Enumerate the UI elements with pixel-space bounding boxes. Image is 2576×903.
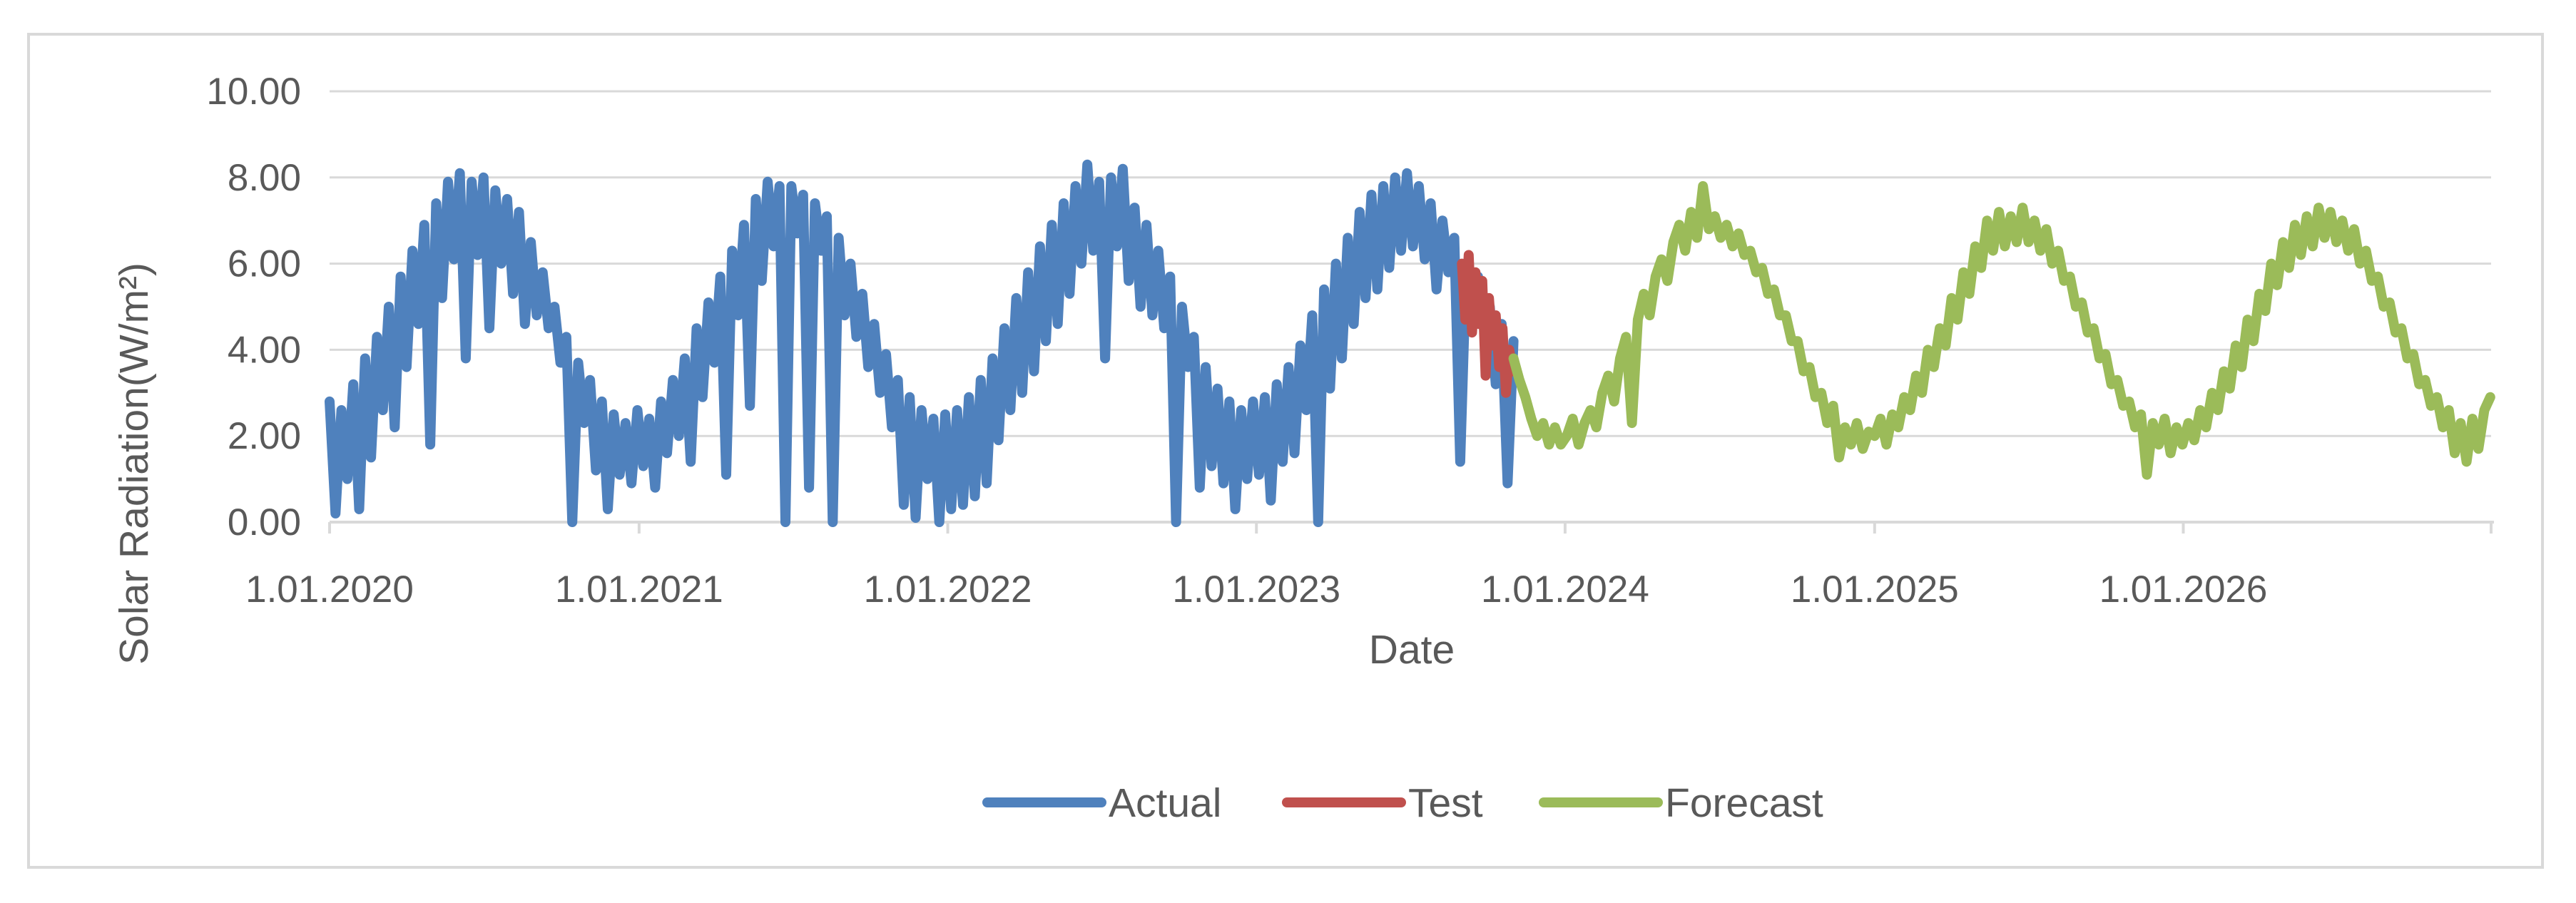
x-axis: 1.01.2020 1.01.2021 1.01.2022 1.01.2023 1.01…	[245, 521, 2494, 611]
chart-frame: 0.00 2.00 4.00 6.00 8.00 10.00 1.01.2020 1.01.…	[27, 33, 2544, 869]
series-test-line	[1457, 250, 1518, 398]
y-tick-label: 2.00	[228, 415, 301, 457]
y-tick-label: 6.00	[228, 243, 301, 285]
y-axis: 0.00 2.00 4.00 6.00 8.00 10.00	[206, 71, 301, 544]
legend-label-forecast: Forecast	[1665, 780, 1823, 826]
x-tick-label: 1.01.2025	[1791, 568, 1959, 611]
legend-label-actual: Actual	[1109, 780, 1221, 826]
y-tick-label: 0.00	[228, 501, 301, 544]
legend: Actual Test Forecast	[982, 780, 1823, 826]
x-tick-label: 1.01.2021	[555, 568, 723, 611]
x-tick-label: 1.01.2024	[1481, 568, 1649, 611]
x-tick-label: 1.01.2020	[245, 568, 414, 611]
series-forecast-line	[1508, 180, 2495, 480]
x-tick-label: 1.01.2023	[1172, 568, 1340, 611]
y-tick-label: 10.00	[206, 71, 301, 113]
x-tick-label: 1.01.2022	[864, 568, 1032, 611]
x-axis-title: Date	[1369, 627, 1455, 673]
series-lines	[325, 159, 2495, 527]
legend-label-test: Test	[1408, 780, 1483, 826]
series-actual-line	[325, 159, 1519, 527]
x-tick-label: 1.01.2026	[2099, 568, 2268, 611]
y-tick-label: 8.00	[228, 157, 301, 199]
y-tick-label: 4.00	[228, 329, 301, 371]
gridlines	[330, 90, 2491, 437]
y-axis-title: Solar Radiation(W/m²)	[111, 262, 157, 665]
